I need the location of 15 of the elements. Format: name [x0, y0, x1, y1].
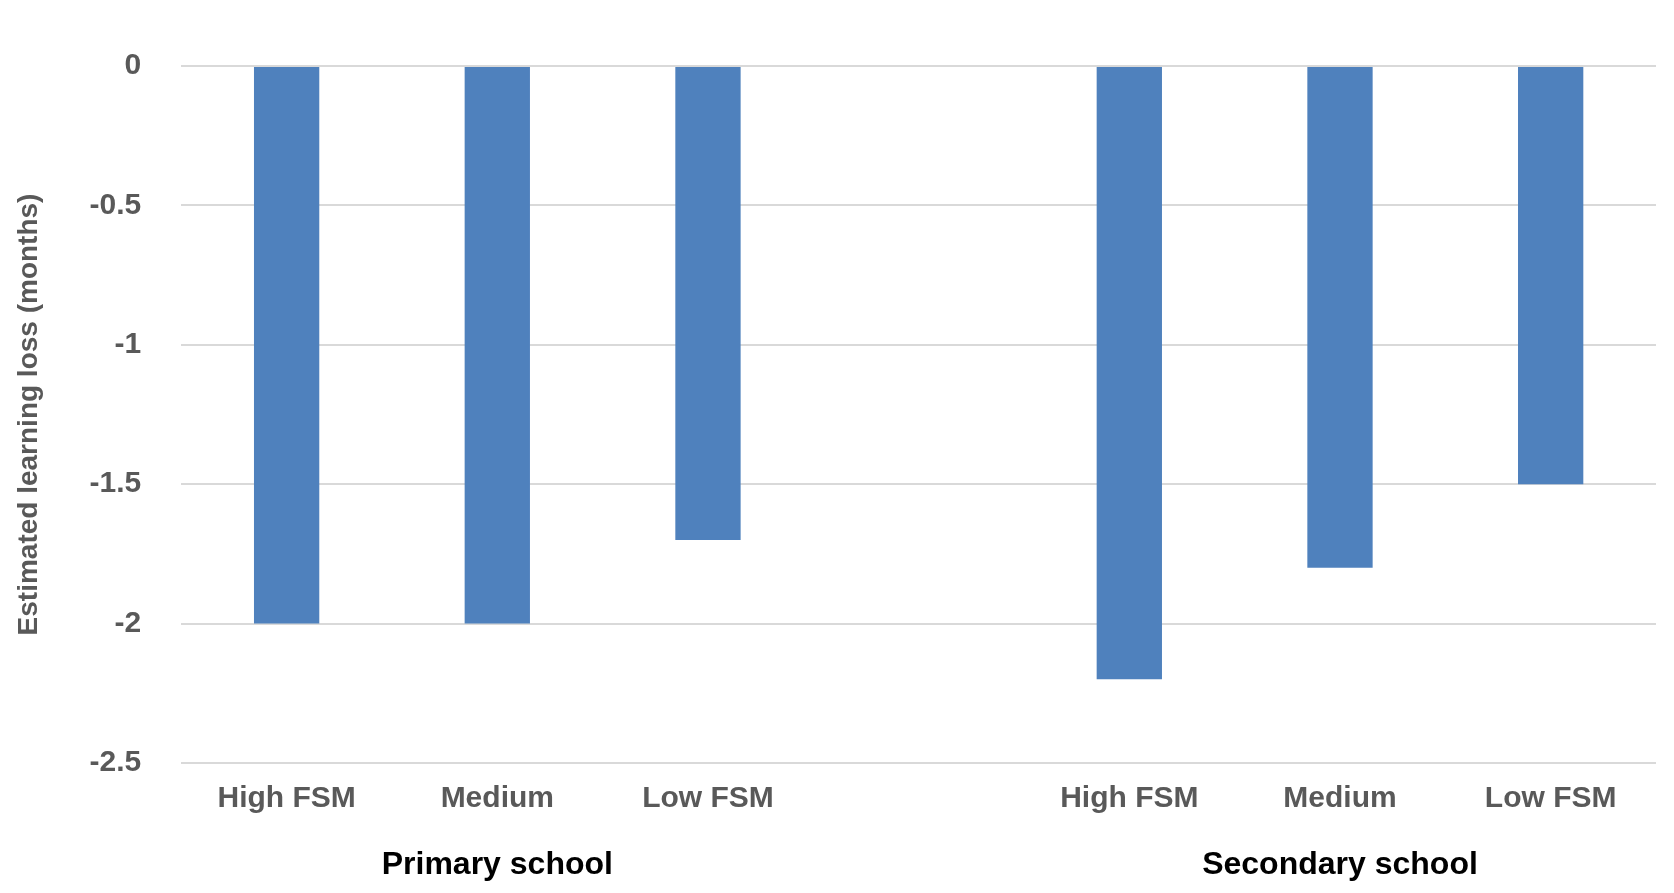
x-tick-label: High FSM	[1060, 780, 1199, 814]
x-tick-label: Medium	[440, 780, 554, 814]
text: Secondary school	[1202, 844, 1478, 881]
y-tick-label: 0	[124, 47, 142, 81]
x-tick-label: Medium	[1283, 780, 1397, 814]
y-tick-label: -2.5	[89, 744, 142, 778]
y-tick-label: -1	[114, 326, 142, 360]
y-tick-label: -2	[114, 604, 142, 638]
y-axis-title: Estimated learning loss (months)	[11, 193, 43, 636]
x-tick-label: Low FSM	[1484, 780, 1617, 814]
x-tick-label: High FSM	[217, 780, 356, 814]
x-tick-label: Low FSM	[642, 780, 774, 814]
text: Primary school	[381, 844, 613, 881]
y-tick-label: -0.5	[89, 186, 142, 220]
y-tick-label: -1.5	[89, 465, 142, 499]
